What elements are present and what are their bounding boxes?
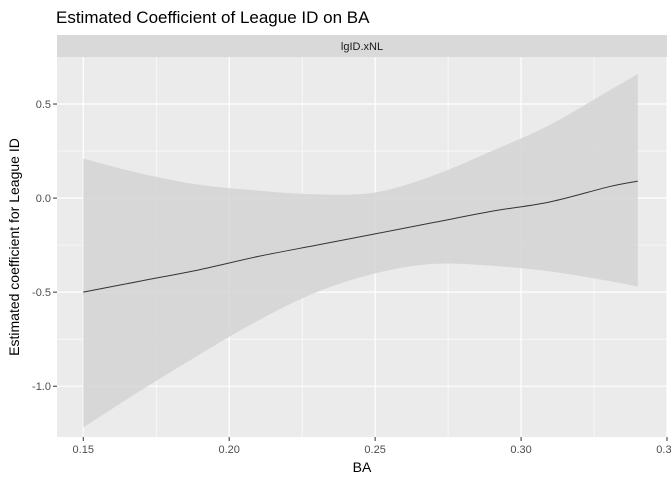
x-tick-label: 0.20 — [218, 444, 239, 456]
y-tick-label: -0.5 — [32, 287, 51, 299]
fitted-line — [83, 180, 638, 293]
x-axis-title: BA — [353, 459, 372, 475]
chart-title: Estimated Coefficient of League ID on BA — [56, 8, 370, 27]
x-tick-label: 0.15 — [73, 444, 94, 456]
fitted-line-layer — [83, 180, 638, 293]
y-axis: -1.0 -0.5 0.0 0.5 — [32, 99, 57, 393]
y-tick-label: 0.0 — [36, 193, 51, 205]
confidence-ribbon-layer — [83, 73, 638, 428]
facet-strip-label: lgID.xNL — [341, 41, 383, 53]
x-tick-label: 0.25 — [364, 444, 385, 456]
y-tick-label: -1.0 — [32, 381, 51, 393]
x-axis: 0.15 0.20 0.25 0.30 0.35 — [73, 437, 672, 456]
y-tick-label: 0.5 — [36, 99, 51, 111]
y-axis-title: Estimated coefficient for League ID — [6, 138, 22, 356]
x-tick-label: 0.35 — [656, 444, 672, 456]
x-tick-label: 0.30 — [510, 444, 531, 456]
confidence-ribbon — [83, 73, 638, 428]
facet-strip — [57, 35, 667, 57]
